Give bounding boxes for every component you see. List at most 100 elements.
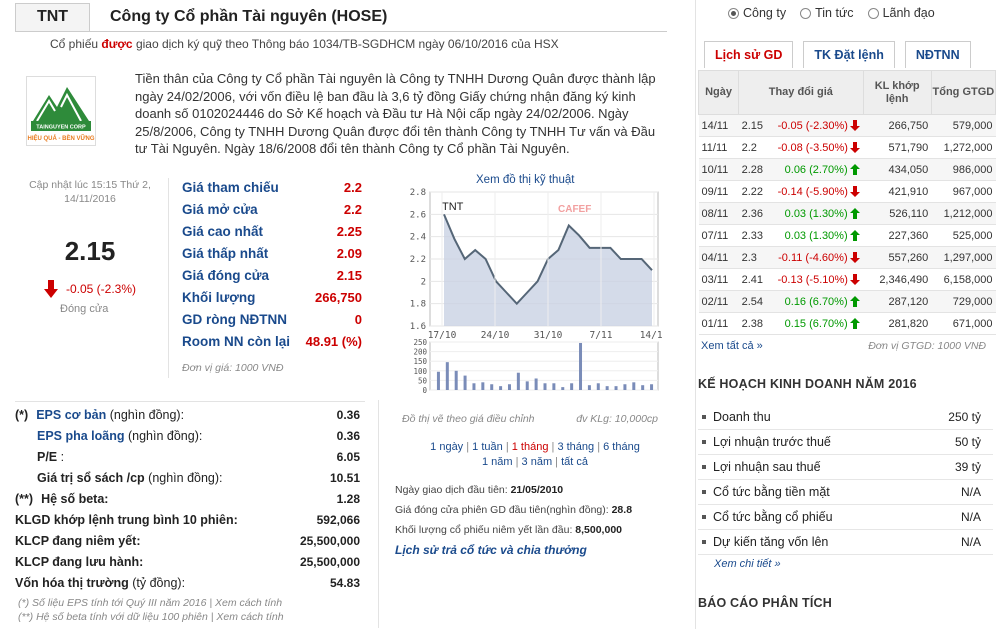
price-label: Giá mở cửa xyxy=(182,201,258,217)
arrow-up-icon xyxy=(849,164,860,176)
table-row: 14/11 2.15 -0.05 (-2.30%) 266,750 579,000 xyxy=(698,114,996,137)
volume-plot-area xyxy=(429,341,659,391)
history-date: 02/11 xyxy=(698,290,739,313)
price-label: Giá thấp nhất xyxy=(182,245,269,261)
fundamental-label-text: KLCP đang niêm yết: xyxy=(15,533,141,548)
price-tick-label: 2 xyxy=(421,277,426,287)
radio-option[interactable]: Tin tức xyxy=(800,6,854,20)
fundamental-row: KLCP đang niêm yết: 25,500,000 xyxy=(15,530,365,551)
price-row: Giá mở cửa 2.2 xyxy=(182,198,362,220)
fundamental-row: EPS pha loãng (nghìn đồng): 0.36 xyxy=(15,425,365,446)
footnote-beta[interactable]: (**) Hệ số beta tính với dữ liệu 100 phi… xyxy=(18,611,284,623)
price-row: Giá cao nhất 2.25 xyxy=(182,220,362,242)
history-price: 2.54 xyxy=(741,295,764,308)
history-tabs: Lịch sử GD TK Đặt lệnh NĐTNN xyxy=(704,41,971,68)
history-date: 04/11 xyxy=(698,246,739,269)
price-tick-label: 2.4 xyxy=(410,233,426,243)
range-option[interactable]: tất cả xyxy=(561,456,589,468)
plan-value: 250 tỷ xyxy=(948,410,981,424)
range-option[interactable]: 1 năm xyxy=(481,456,513,468)
date-tick-label: 24/10 xyxy=(481,330,510,341)
view-details-link[interactable]: Xem chi tiết » xyxy=(714,558,781,570)
range-option[interactable]: 1 tháng xyxy=(511,441,549,453)
view-details-label[interactable]: Xem chi tiết xyxy=(714,558,772,570)
date-tick-label: 17/10 xyxy=(428,330,457,341)
double-chevron-icon: » xyxy=(774,558,781,570)
table-header: KL khớp lệnh xyxy=(862,70,932,115)
volume-bar xyxy=(605,386,609,390)
history-unit-note: Đơn vị GTGD: 1000 VNĐ xyxy=(868,340,986,352)
history-change-cell: 2.41 -0.13 (-5.10%) xyxy=(738,268,864,291)
range-option[interactable]: 3 năm xyxy=(521,456,553,468)
fundamental-label: KLCP đang niêm yết: xyxy=(15,534,140,548)
tab-2[interactable]: NĐTNN xyxy=(904,41,971,68)
tab-0[interactable]: Lịch sử GD xyxy=(704,41,794,68)
fundamental-label: (**) Hệ số beta: xyxy=(15,492,108,506)
plan-value: N/A xyxy=(960,510,981,524)
history-change: 0.03 (1.30%) xyxy=(784,229,848,242)
radio-option[interactable]: Công ty xyxy=(728,6,786,20)
volume-tick-label: 250 xyxy=(413,338,427,347)
view-all-label[interactable]: Xem tất cả xyxy=(701,340,754,352)
table-row: 01/11 2.38 0.15 (6.70%) 281,820 671,000 xyxy=(698,312,996,335)
range-option[interactable]: 6 tháng xyxy=(603,441,640,453)
arrow-up-icon xyxy=(849,296,860,308)
volume-bar xyxy=(436,371,440,390)
history-volume: 557,260 xyxy=(863,246,932,269)
tab-1[interactable]: TK Đặt lệnh xyxy=(803,41,895,68)
price-label: GD ròng NĐTNN xyxy=(182,311,287,327)
volume-bar xyxy=(472,383,476,390)
price-chart[interactable]: 1.6 1.8 2 2.2 2.4 2.6 2.8 TNT CAFEF 17/10 24/10 31/… xyxy=(400,186,662,408)
radio-button-icon[interactable] xyxy=(728,7,739,19)
range-separator: | xyxy=(548,441,558,453)
history-volume: 571,790 xyxy=(863,136,932,159)
footnote-eps[interactable]: (*) Số liệu EPS tính tới Quý III năm 201… xyxy=(18,597,283,609)
plan-row: Lợi nhuận sau thuế 39 tỷ xyxy=(698,455,993,480)
divider xyxy=(378,400,379,628)
trading-history-table: Ngày Thay đổi giá KL khớp lệnh Tổng GTGD 14/… xyxy=(697,70,997,335)
price-row: Giá đóng cửa 2.15 xyxy=(182,264,362,286)
ticker-tab[interactable]: TNT xyxy=(15,2,90,31)
price-tick-label: 1.6 xyxy=(410,322,426,332)
radio-button-icon[interactable] xyxy=(800,7,812,19)
range-option[interactable]: 3 tháng xyxy=(557,441,595,453)
volume-bar xyxy=(445,362,449,390)
arrow-down-icon xyxy=(849,274,860,286)
radio-option[interactable]: Lãnh đạo xyxy=(867,6,935,20)
fundamental-label: EPS pha loãng (nghìn đồng): xyxy=(15,429,202,443)
range-separator: | xyxy=(463,441,473,453)
price-value: 2.09 xyxy=(336,245,362,261)
range-option[interactable]: 1 ngày xyxy=(430,441,464,453)
history-date: 10/11 xyxy=(698,158,739,181)
fundamental-value: 25,500,000 xyxy=(299,554,360,569)
plan-row: Cổ tức bằng cổ phiếu N/A xyxy=(698,505,993,530)
radio-label: Lãnh đạo xyxy=(882,6,935,20)
right-panel: Công ty Tin tức Lãnh đạo Lịch sử GD TK Đặt … xyxy=(695,0,998,629)
market-status: Đóng cửa xyxy=(60,303,109,315)
date-tick-label: 31/10 xyxy=(534,330,563,341)
technical-chart-link[interactable]: Xem đồ thị kỹ thuật xyxy=(476,174,575,186)
range-option[interactable]: 1 tuần xyxy=(472,441,503,453)
volume-bar xyxy=(641,385,645,390)
view-all-link[interactable]: Xem tất cả » xyxy=(701,340,763,352)
chart-ticker-label: TNT xyxy=(442,201,464,213)
listing-info-value: 21/05/2010 xyxy=(510,484,564,496)
fundamental-value: 0.36 xyxy=(336,428,360,443)
chart-watermark: CAFEF xyxy=(558,204,591,215)
history-date: 09/11 xyxy=(698,180,739,203)
history-change-cell: 2.15 -0.05 (-2.30%) xyxy=(738,114,864,137)
volume-bar xyxy=(570,383,574,390)
table-row: 09/11 2.22 -0.14 (-5.90%) 421,910 967,000 xyxy=(698,180,996,203)
history-value: 1,272,000 xyxy=(931,136,996,159)
dividend-history-link[interactable]: Lịch sử trả cổ tức và chia thưởng xyxy=(395,543,587,557)
table-header: Thay đổi giá xyxy=(738,70,864,115)
history-value: 986,000 xyxy=(931,158,996,181)
history-price: 2.33 xyxy=(741,229,764,242)
price-row: Giá thấp nhất 2.09 xyxy=(182,242,362,264)
radio-button-icon[interactable] xyxy=(867,7,879,19)
history-change-cell: 2.38 0.15 (6.70%) xyxy=(738,312,864,335)
logo-slogan: HIỆU QUẢ - BỀN VỮNG xyxy=(28,134,95,142)
fundamental-value: 10.51 xyxy=(329,470,360,485)
listing-info-row: Giá đóng cửa phiên GD đầu tiên(nghìn đồn… xyxy=(395,500,675,520)
logo-top-text: TAINGUYEN CORP xyxy=(36,125,86,131)
